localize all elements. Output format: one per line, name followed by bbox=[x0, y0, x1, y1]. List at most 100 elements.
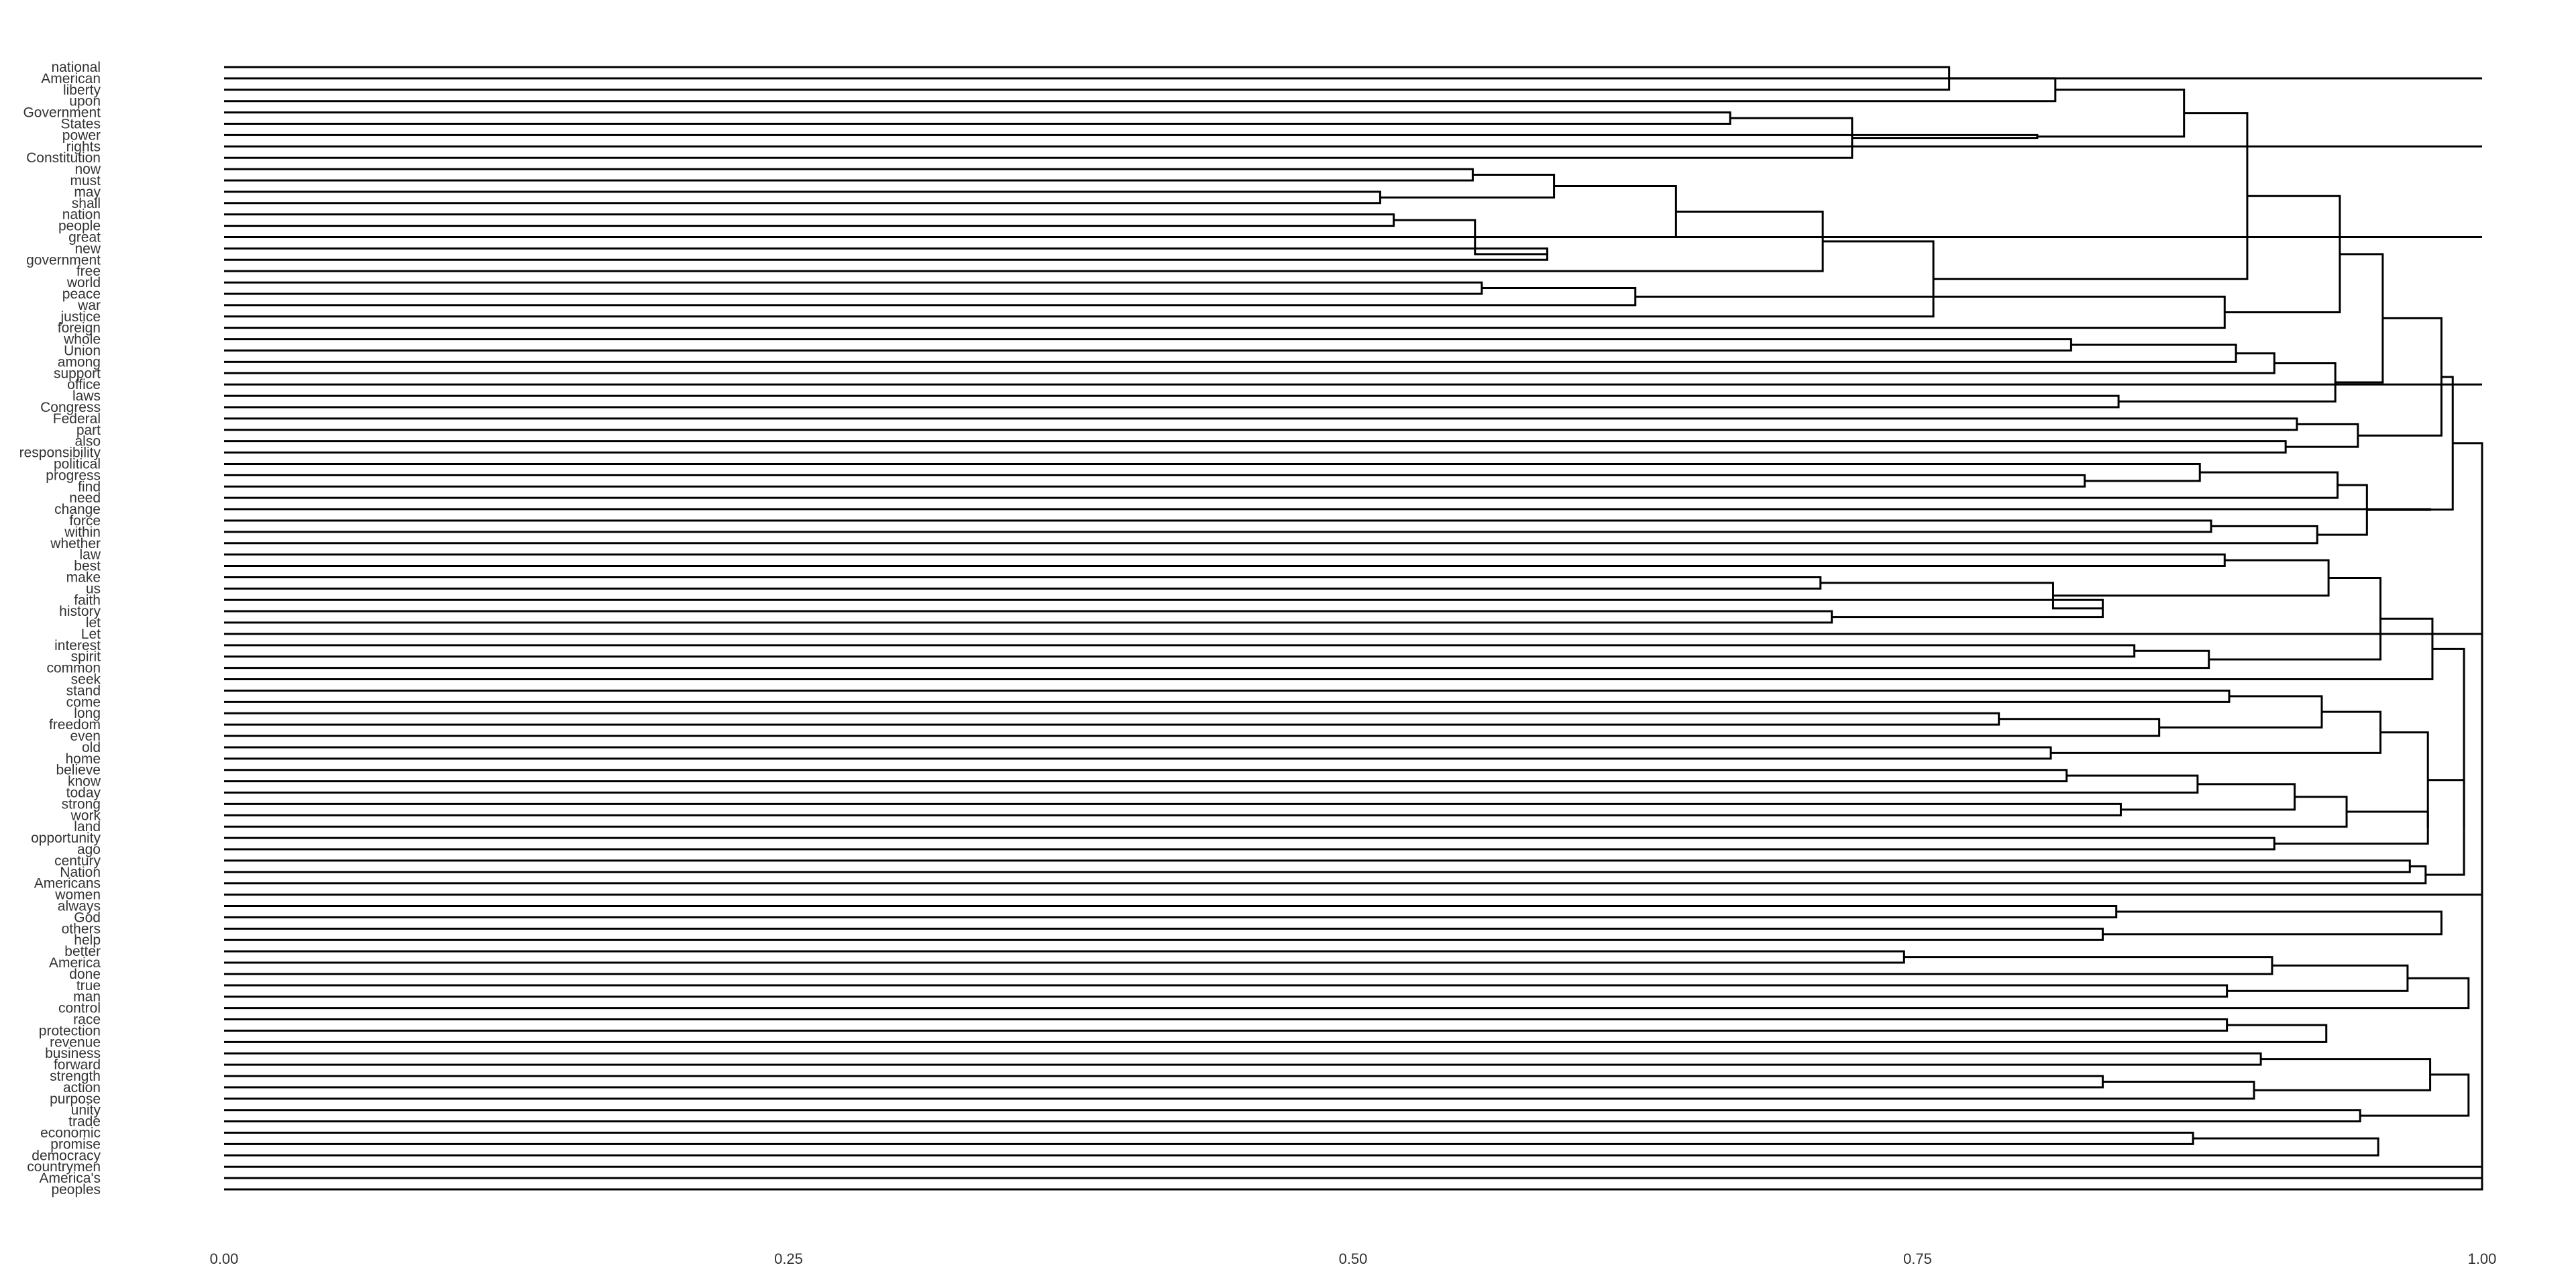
dendrogram-link bbox=[224, 1132, 2194, 1145]
leaf-label: laws bbox=[72, 388, 101, 404]
leaf-label: liberty bbox=[63, 83, 101, 98]
leaf-label: opportunity bbox=[31, 830, 101, 846]
dendrogram-link bbox=[224, 774, 2199, 794]
leaf-label: political bbox=[54, 456, 101, 472]
leaf-label: even bbox=[70, 729, 101, 744]
leaf-label: home bbox=[65, 751, 101, 767]
x-tick-label: 0.75 bbox=[1903, 1250, 1932, 1267]
dendrogram-link bbox=[224, 769, 2068, 783]
leaf-label: stand bbox=[66, 683, 101, 698]
leaf-label: world bbox=[66, 275, 101, 290]
leaf-label: man bbox=[73, 989, 101, 1005]
leaf-label: unity bbox=[71, 1103, 101, 1118]
leaf-label: now bbox=[74, 162, 101, 177]
dendrogram-link bbox=[224, 796, 2348, 828]
dendrogram-link bbox=[224, 950, 1905, 964]
leaf-label: responsibility bbox=[19, 445, 101, 461]
leaf-label: common bbox=[46, 661, 101, 676]
leaf-label: today bbox=[66, 786, 101, 801]
leaf-label: economic bbox=[40, 1126, 101, 1141]
leaf-label: women bbox=[54, 888, 101, 903]
leaf-label: believe bbox=[56, 763, 101, 778]
leaf-label: peace bbox=[62, 286, 101, 302]
dendrogram-link bbox=[224, 240, 1935, 318]
leaf-label: work bbox=[70, 808, 101, 823]
leaf-label: ago bbox=[77, 842, 101, 857]
leaf-label: God bbox=[74, 910, 101, 925]
dendrogram-link bbox=[224, 718, 2161, 737]
dendrogram-link bbox=[224, 802, 2122, 816]
dendrogram-link bbox=[224, 295, 2226, 329]
dendrogram-link bbox=[224, 977, 2470, 1010]
dendrogram-link bbox=[224, 598, 2104, 619]
dendrogram-link bbox=[2226, 964, 2409, 992]
leaf-label: purpose bbox=[50, 1091, 101, 1107]
leaf-label: forward bbox=[54, 1057, 101, 1073]
leaf-label: within bbox=[64, 525, 101, 540]
leaf-label: America's bbox=[39, 1171, 101, 1186]
leaf-label: long bbox=[74, 706, 101, 721]
dendrogram-link bbox=[224, 1075, 2104, 1089]
x-tick-label: 1.00 bbox=[2468, 1250, 2497, 1267]
leaf-label: true bbox=[76, 978, 101, 994]
dendrogram-link bbox=[224, 417, 2298, 431]
dendrogram-link bbox=[224, 644, 2136, 658]
leaf-label: shall bbox=[72, 196, 101, 211]
dendrogram-link bbox=[224, 859, 2411, 873]
leaf-label: government bbox=[26, 252, 101, 268]
dendrogram-link bbox=[2159, 695, 2323, 729]
dendrogram-link bbox=[2274, 810, 2429, 845]
dendrogram-link bbox=[224, 927, 2104, 941]
leaf-labels: nationalAmericanlibertyuponGovernmentSta… bbox=[19, 60, 101, 1197]
leaf-label: help bbox=[74, 932, 101, 948]
leaf-label: must bbox=[70, 173, 101, 189]
leaf-label: best bbox=[74, 559, 101, 574]
leaf-label: seek bbox=[71, 672, 101, 688]
leaf-label: Let bbox=[81, 627, 101, 642]
leaf-label: make bbox=[66, 570, 101, 585]
leaf-label: whether bbox=[50, 536, 101, 551]
leaf-label: force bbox=[69, 513, 101, 529]
dendrogram-link bbox=[2118, 362, 2337, 403]
dendrogram-link bbox=[224, 865, 2427, 885]
leaf-label: know bbox=[68, 774, 101, 790]
dendrogram-link bbox=[224, 440, 2287, 454]
dendrogram-link bbox=[2102, 910, 2443, 936]
leaf-label: need bbox=[69, 490, 101, 506]
dendrogram-link bbox=[2357, 317, 2443, 437]
dendrogram-link bbox=[224, 525, 2318, 545]
leaf-label: come bbox=[66, 694, 101, 710]
dendrogram-link bbox=[224, 338, 2072, 352]
leaf-label: people bbox=[58, 219, 101, 234]
leaf-label: progress bbox=[46, 468, 101, 483]
leaf-label: trade bbox=[68, 1114, 101, 1130]
dendrogram-link bbox=[224, 553, 2226, 568]
dendrogram-link bbox=[224, 462, 2201, 482]
dendrogram-link bbox=[2037, 89, 2186, 138]
leaf-label: foreign bbox=[58, 321, 101, 336]
leaf-label: protection bbox=[39, 1023, 101, 1038]
dendrogram-link bbox=[224, 956, 2273, 975]
dendrogram-link bbox=[2430, 376, 2454, 511]
dendrogram-link bbox=[224, 617, 2434, 681]
leaf-label: always bbox=[58, 899, 101, 914]
leaf-label: business bbox=[45, 1046, 101, 1061]
dendrogram-link bbox=[2224, 195, 2341, 313]
leaf-label: old bbox=[82, 740, 101, 755]
leaf-label: let bbox=[86, 615, 101, 631]
dendrogram-link bbox=[2380, 731, 2429, 828]
dendrogram-link bbox=[224, 213, 1395, 227]
leaf-label: control bbox=[58, 1001, 101, 1016]
leaf-label: support bbox=[54, 366, 101, 381]
leaf-label: American bbox=[41, 71, 101, 87]
leaf-label: great bbox=[68, 229, 101, 245]
leaf-label: action bbox=[63, 1080, 101, 1095]
leaf-label: faith bbox=[74, 592, 101, 608]
dendrogram-link bbox=[224, 689, 2231, 703]
leaf-label: find bbox=[78, 479, 101, 494]
dendrogram-link bbox=[224, 287, 1637, 307]
leaf-label: Americans bbox=[34, 876, 101, 892]
leaf-label: Congress bbox=[40, 400, 101, 415]
leaf-label: interest bbox=[54, 638, 101, 653]
